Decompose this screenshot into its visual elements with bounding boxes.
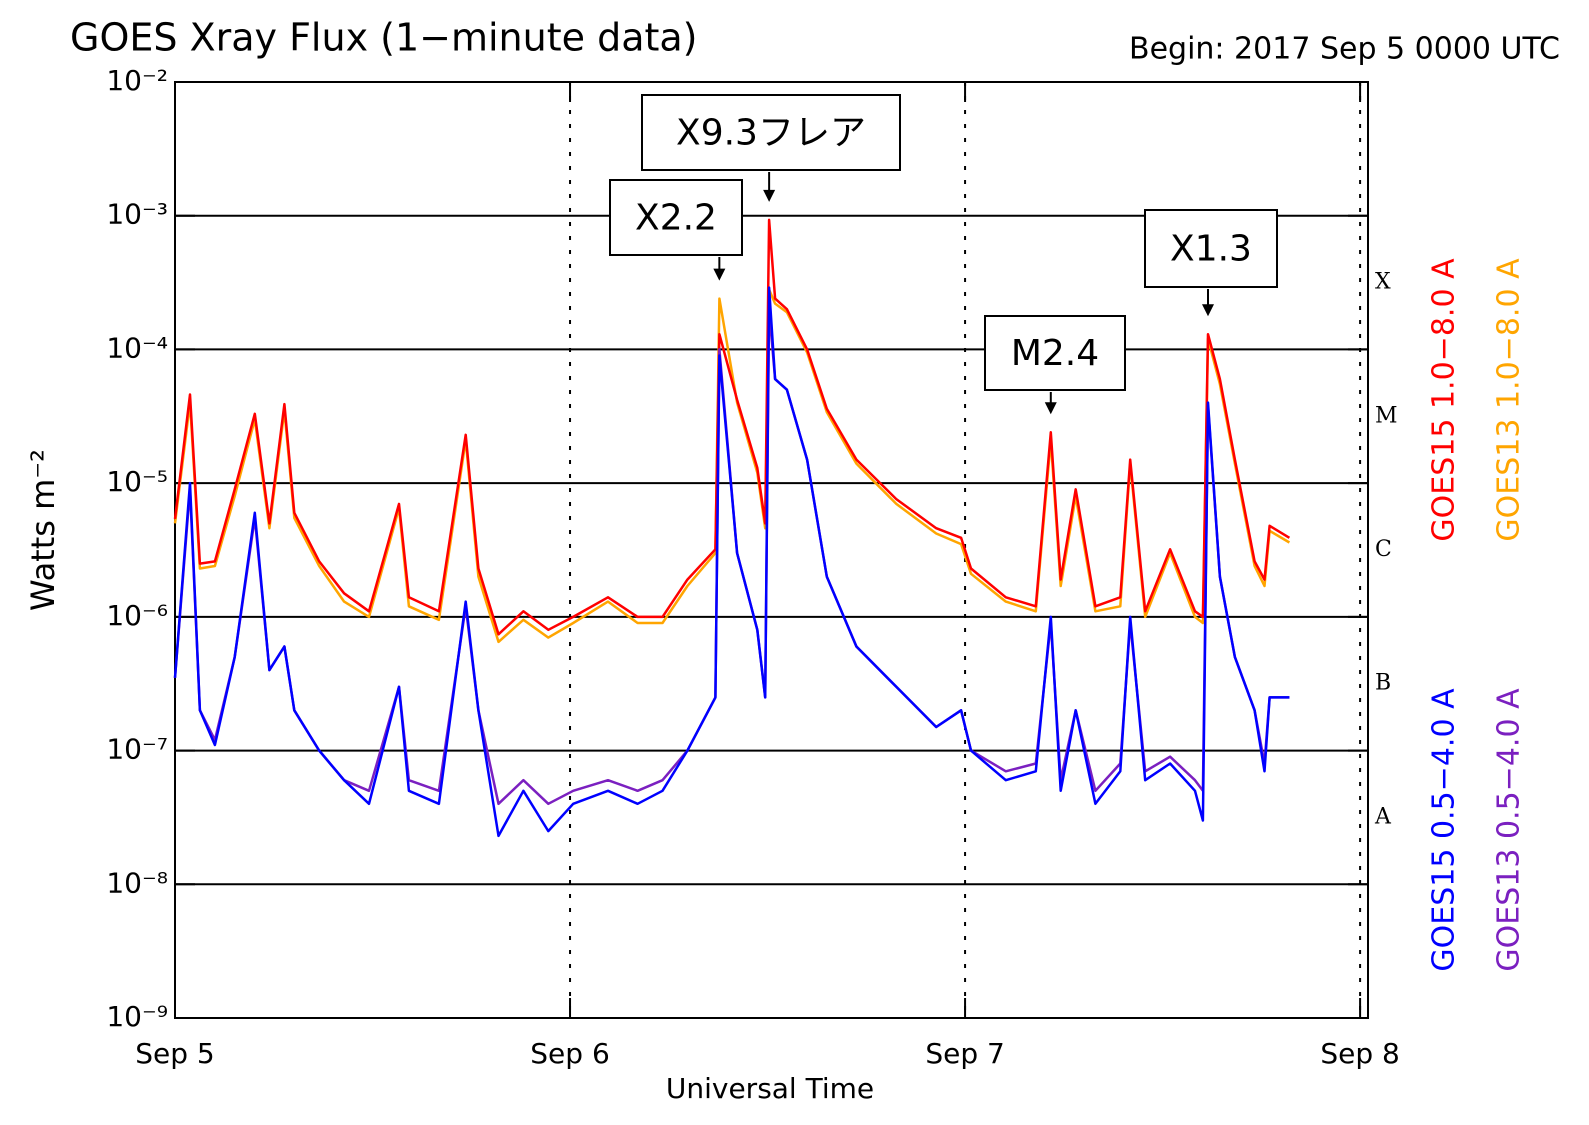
chart-title: GOES Xray Flux (1−minute data) bbox=[70, 16, 698, 60]
legend-entry: GOES13 0.5−4.0 A bbox=[1492, 688, 1527, 972]
annotation-arrowhead bbox=[713, 268, 726, 281]
x-tick-label: Sep 5 bbox=[135, 1037, 215, 1070]
y-tick-label: 10⁻⁸ bbox=[106, 866, 168, 899]
annotation-arrowhead bbox=[1044, 402, 1057, 415]
y-tick-label: 10⁻⁵ bbox=[106, 465, 168, 498]
x-tick-label: Sep 8 bbox=[1320, 1037, 1400, 1070]
legend-entry: GOES15 0.5−4.0 A bbox=[1427, 688, 1462, 972]
flare-class-label: B bbox=[1375, 671, 1391, 696]
flare-class-label: A bbox=[1374, 804, 1392, 829]
annotation-text: X9.3フレア bbox=[676, 113, 866, 154]
y-tick-label: 10⁻⁴ bbox=[106, 331, 168, 364]
annotation-arrowhead bbox=[1202, 304, 1215, 317]
annotation-box bbox=[609, 179, 743, 256]
legend-entry: GOES15 1.0−8.0 A bbox=[1427, 258, 1462, 542]
annotation-box bbox=[1144, 209, 1278, 288]
flare-class-label: M bbox=[1375, 403, 1398, 428]
data-line bbox=[173, 288, 1291, 644]
y-tick-label: 10⁻³ bbox=[106, 198, 168, 231]
annotation-text: X2.2 bbox=[635, 198, 717, 239]
flare-class-label: X bbox=[1375, 270, 1391, 295]
x-tick-label: Sep 7 bbox=[925, 1037, 1005, 1070]
data-line bbox=[173, 218, 1291, 636]
y-tick-label: 10⁻⁶ bbox=[106, 599, 168, 632]
y-tick-label: 10⁻² bbox=[106, 64, 168, 97]
annotation-box bbox=[641, 94, 901, 171]
annotation-text: X1.3 bbox=[1170, 229, 1252, 270]
x-tick-label: Sep 6 bbox=[530, 1037, 610, 1070]
chart-subtitle: Begin: 2017 Sep 5 0000 UTC bbox=[1129, 32, 1560, 67]
annotation-box bbox=[984, 315, 1126, 391]
x-axis-label: Universal Time bbox=[666, 1072, 874, 1105]
legend-entry: GOES13 1.0−8.0 A bbox=[1492, 258, 1527, 542]
y-axis-label: Watts m⁻² bbox=[24, 449, 62, 611]
y-tick-label: 10⁻⁹ bbox=[106, 1000, 168, 1033]
data-line bbox=[173, 286, 1290, 838]
flare-class-label: C bbox=[1375, 537, 1392, 562]
annotation-arrowhead bbox=[763, 189, 776, 202]
y-tick-label: 10⁻⁷ bbox=[106, 733, 168, 766]
annotation-text: M2.4 bbox=[1011, 333, 1099, 374]
